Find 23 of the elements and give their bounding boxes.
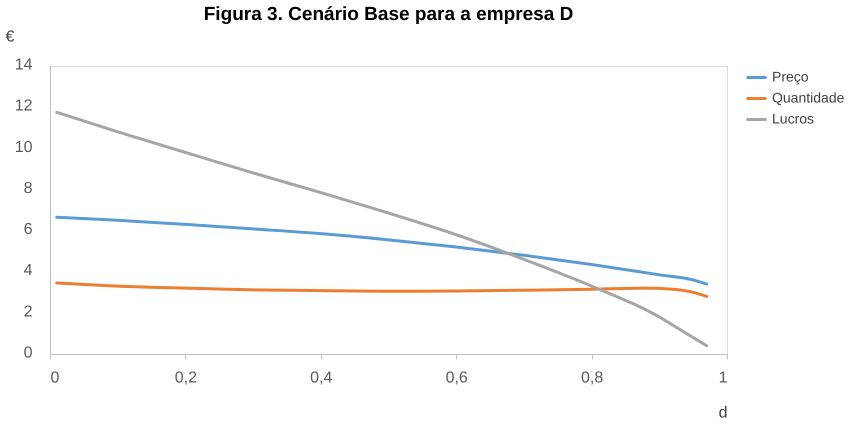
chart-title: Figura 3. Cenário Base para a empresa D [204,4,574,25]
x-tick-label: 0 [50,370,60,386]
line-series [55,110,708,348]
legend-label: Lucros [772,110,814,126]
x-axis-title: d [718,404,728,422]
y-tick-label: 2 [24,303,33,320]
x-tick-label: 1 [718,370,728,386]
line-series [55,282,708,298]
y-tick-label: 0 [24,344,33,362]
y-tick-label: 8 [24,180,33,197]
y-tick-label: 12 [14,98,33,115]
y-tick-label: 14 [14,56,33,74]
y-tick-label: 6 [24,221,33,238]
line-series [55,216,708,286]
legend-label: Preço [772,68,809,84]
y-axis-title: € [6,28,14,46]
y-tick-label: 10 [14,138,33,156]
y-tick-label: 4 [24,262,33,280]
x-tick-label: 0,6 [446,370,468,386]
x-tick-label: 0,8 [580,370,604,386]
x-tick-label: 0,2 [174,370,198,386]
x-tick-label: 0,4 [310,370,333,386]
legend-label: Quantidade [772,90,845,106]
